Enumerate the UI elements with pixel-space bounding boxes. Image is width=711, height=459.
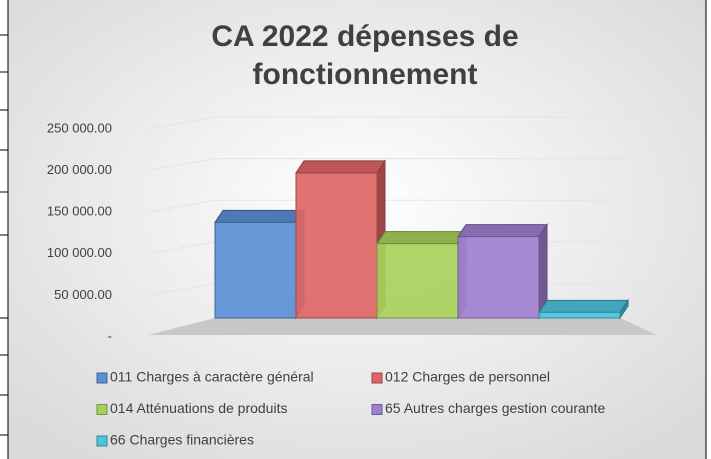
floor	[148, 318, 657, 335]
chart-title: fonctionnement	[253, 58, 478, 91]
y-tick-label: 200 000.00	[47, 162, 112, 177]
bar-top	[214, 209, 305, 223]
y-tick-label: 50 000.00	[54, 287, 112, 302]
legend-label: 011 Charges à caractère général	[110, 369, 314, 385]
legend-label: 66 Charges financières	[110, 432, 254, 448]
bar-front	[376, 243, 459, 319]
bar	[214, 208, 305, 320]
legend-swatch	[96, 372, 108, 384]
bar-front	[295, 172, 378, 319]
legend-label: 012 Charges de personnel	[385, 369, 550, 385]
legend-swatch	[371, 404, 383, 415]
y-tick-label: 250 000.00	[47, 120, 112, 135]
bar	[457, 222, 548, 320]
chart-title: CA 2022 dépenses de	[211, 20, 518, 53]
y-tick-label: 150 000.00	[47, 204, 112, 219]
legend-label: 65 Autres charges gestion courante	[385, 400, 605, 416]
bar	[538, 298, 629, 320]
legend-swatch	[96, 404, 108, 415]
bar-top	[538, 299, 629, 313]
bar-top	[295, 160, 386, 174]
legend-swatch	[371, 372, 383, 384]
y-tick-label: -	[108, 328, 112, 343]
y-tick-label: 100 000.00	[47, 245, 112, 260]
legend-label: 014 Atténuations de produits	[110, 400, 287, 416]
grid-line	[147, 199, 640, 213]
bar-front	[457, 236, 540, 319]
bar-front	[214, 221, 297, 319]
bar	[376, 230, 467, 320]
legend-swatch	[96, 435, 108, 447]
grid-line	[147, 158, 640, 172]
bar-top	[376, 231, 467, 245]
grid-line	[147, 116, 640, 130]
bar	[295, 159, 386, 320]
bar-front	[538, 311, 621, 319]
bar-top	[457, 224, 548, 238]
